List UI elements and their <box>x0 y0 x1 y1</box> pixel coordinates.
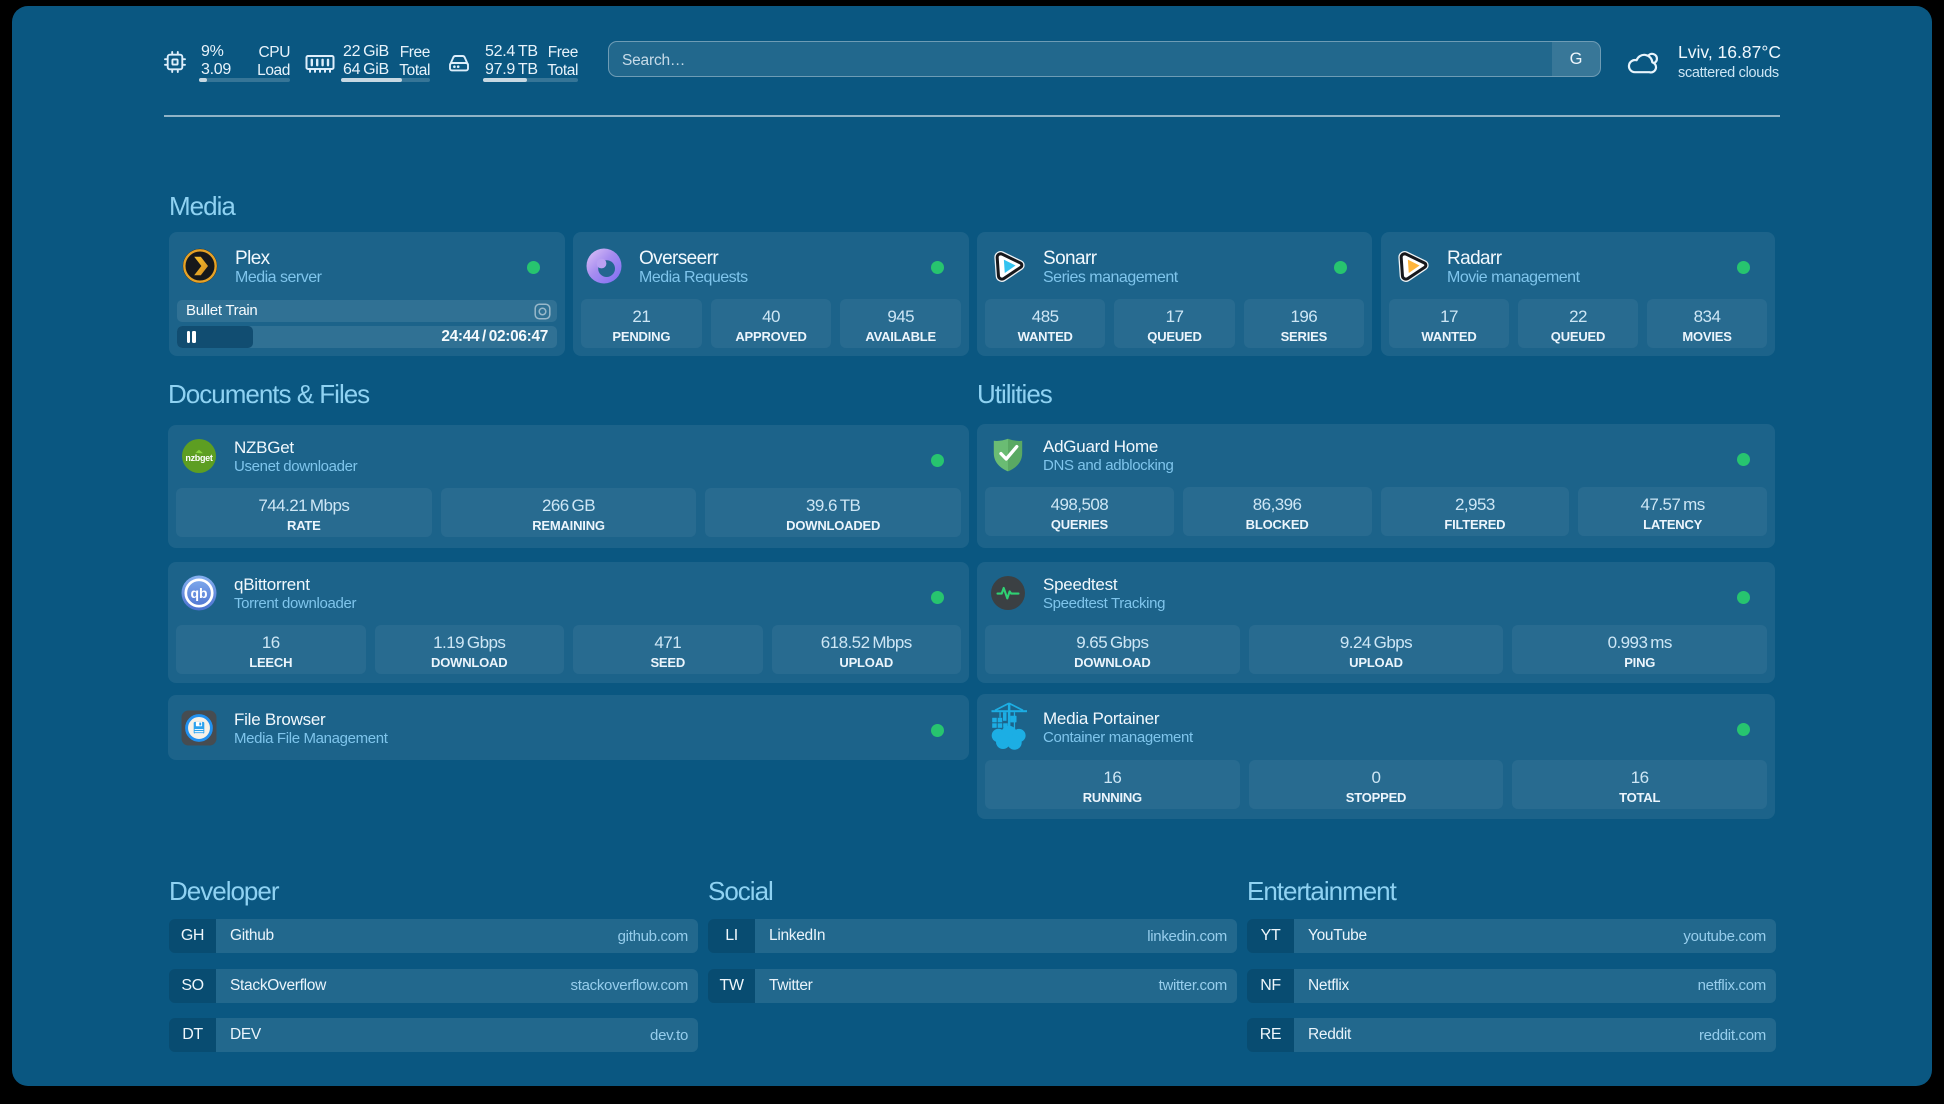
svg-text:qb: qb <box>190 585 207 601</box>
svg-text:nzbget: nzbget <box>185 453 212 463</box>
